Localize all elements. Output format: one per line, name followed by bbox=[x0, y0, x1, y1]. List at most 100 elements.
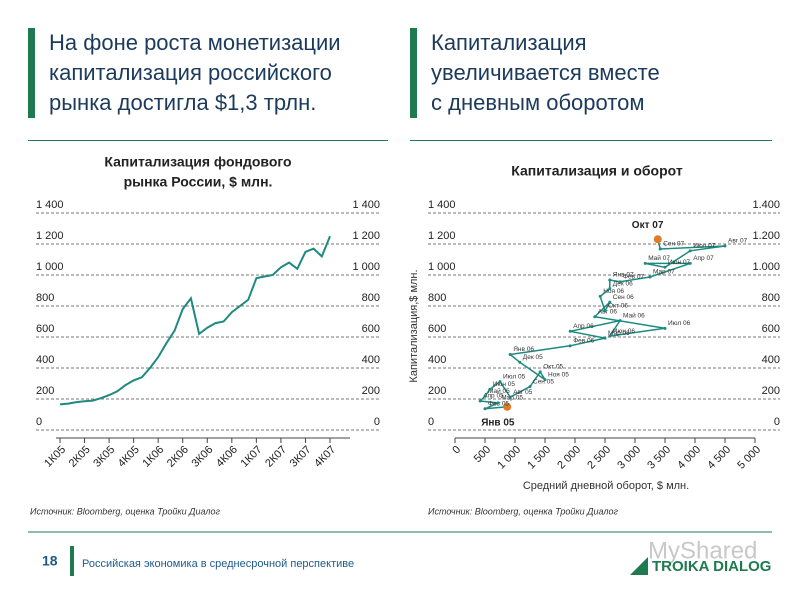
point-label: Окт 05 bbox=[543, 364, 563, 371]
point-label: Ноя 06 bbox=[603, 288, 624, 295]
data-point bbox=[603, 309, 607, 313]
heading-line: рынка достигла $1,3 трлн. bbox=[49, 90, 317, 115]
y2-tick-label: 1 400 bbox=[352, 199, 380, 211]
y-axis-title: Капитализация,$ млн. bbox=[408, 269, 420, 382]
point-label: Апр 06 bbox=[573, 323, 594, 330]
point-label: Сен 06 bbox=[613, 294, 634, 301]
x-tick-label: 3К06 bbox=[189, 444, 215, 470]
chart-title: рынка России, $ млн. bbox=[124, 174, 273, 190]
point-label: Май 06 bbox=[623, 311, 645, 319]
footer-text: Российская экономика в среднесрочной пер… bbox=[82, 558, 354, 570]
point-label: Ноя 05 bbox=[548, 371, 569, 378]
y-tick-label: 1 400 bbox=[36, 199, 64, 211]
x-tick-label: 2 000 bbox=[555, 444, 583, 472]
point-label: Авг 07 bbox=[728, 238, 748, 245]
y2-tick-label: 1.400 bbox=[752, 199, 780, 211]
point-label: Июн 05 bbox=[493, 381, 516, 388]
y2-tick-label: 1.000 bbox=[752, 261, 780, 273]
x-tick-label: 1К07 bbox=[239, 444, 265, 470]
point-label: Сен 05 bbox=[533, 378, 554, 385]
y-tick-label: 600 bbox=[428, 323, 446, 335]
x-tick-label: 4 500 bbox=[705, 444, 733, 472]
point-label: Апр 05 bbox=[483, 393, 504, 400]
y2-tick-label: 1.200 bbox=[752, 230, 780, 242]
left-heading: На фоне роста монетизации капитализация … bbox=[28, 28, 341, 118]
y-tick-label: 400 bbox=[428, 354, 446, 366]
point-label: Авг 05 bbox=[513, 389, 533, 396]
y-tick-label: 1 400 bbox=[428, 199, 456, 211]
data-point bbox=[688, 249, 692, 253]
x-tick-label: 1 000 bbox=[495, 444, 523, 472]
y-tick-label: 1 200 bbox=[36, 230, 64, 242]
divider bbox=[28, 140, 388, 141]
heading-line: капитализация российского bbox=[49, 60, 332, 85]
point-label: Май 05 bbox=[488, 387, 510, 395]
data-point bbox=[608, 287, 612, 291]
point-label: Мар 07 bbox=[653, 269, 675, 276]
point-label: Июн 06 bbox=[613, 328, 636, 335]
y2-tick-label: 200 bbox=[362, 385, 380, 397]
y-tick-label: 800 bbox=[428, 292, 446, 304]
data-point bbox=[658, 247, 662, 251]
x-tick-label: 2К06 bbox=[165, 444, 191, 470]
data-point bbox=[688, 261, 692, 265]
data-point bbox=[608, 278, 612, 282]
data-point bbox=[608, 334, 612, 338]
data-point bbox=[496, 401, 500, 405]
logo: TROIKA DIALOG bbox=[652, 558, 771, 575]
point-label: Дек 05 bbox=[523, 354, 543, 361]
point-label: Мар 06 bbox=[608, 330, 630, 337]
x-tick-label: 1К05 bbox=[42, 444, 68, 470]
data-point bbox=[503, 402, 512, 411]
y2-tick-label: 200 bbox=[762, 385, 780, 397]
point-label: Фев 07 bbox=[623, 274, 644, 281]
x-tick-label: 3 000 bbox=[615, 444, 643, 472]
series-line bbox=[59, 235, 331, 406]
heading-line: с дневным оборотом bbox=[431, 90, 645, 115]
data-point bbox=[543, 378, 547, 382]
page-number: 18 bbox=[42, 553, 58, 569]
y-tick-label: 800 bbox=[36, 292, 54, 304]
data-point bbox=[608, 300, 612, 304]
data-point bbox=[498, 380, 502, 384]
point-label: Дек 06 bbox=[613, 280, 633, 287]
data-point bbox=[653, 235, 662, 244]
y2-tick-label: 0 bbox=[774, 416, 780, 428]
x-tick-label: 3К05 bbox=[91, 444, 117, 470]
data-point bbox=[663, 265, 667, 269]
logo-mark bbox=[630, 557, 648, 575]
point-label: Июл 07 bbox=[693, 243, 716, 250]
x-tick-label: 4К05 bbox=[116, 444, 142, 470]
data-point bbox=[518, 360, 522, 364]
point-label: Май 07 bbox=[648, 254, 670, 262]
data-point bbox=[663, 326, 667, 330]
y2-tick-label: 600 bbox=[762, 323, 780, 335]
y2-tick-label: 800 bbox=[362, 292, 380, 304]
data-point bbox=[483, 407, 487, 411]
heading-line: увеличивается вместе bbox=[431, 60, 660, 85]
point-label: Июн 07 bbox=[668, 259, 691, 266]
y-tick-label: 200 bbox=[428, 385, 446, 397]
point-label: Июл 06 bbox=[668, 320, 691, 327]
y2-tick-label: 400 bbox=[762, 354, 780, 366]
y-tick-label: 1 000 bbox=[36, 261, 64, 273]
point-label: Июл 05 bbox=[503, 373, 526, 380]
data-point bbox=[618, 319, 622, 323]
chart-title: Капитализация и оборот bbox=[511, 163, 683, 179]
x-tick-label: 1К06 bbox=[140, 444, 166, 470]
data-point bbox=[568, 329, 572, 333]
data-point bbox=[593, 315, 597, 319]
x-tick-label: 4К06 bbox=[214, 444, 240, 470]
x-tick-label: 4К07 bbox=[312, 444, 338, 470]
data-point bbox=[488, 387, 492, 391]
x-axis-title: Средний дневной оборот, $ млн. bbox=[523, 480, 689, 492]
data-point bbox=[568, 344, 572, 348]
source: Источник: Bloomberg, оценка Тройки Диало… bbox=[30, 506, 220, 516]
right-heading: Капитализация увеличивается вместе с дне… bbox=[410, 28, 660, 118]
x-tick-label: 4 000 bbox=[675, 444, 703, 472]
data-point bbox=[478, 399, 482, 403]
footer-bar bbox=[70, 546, 74, 576]
data-point bbox=[598, 294, 602, 298]
